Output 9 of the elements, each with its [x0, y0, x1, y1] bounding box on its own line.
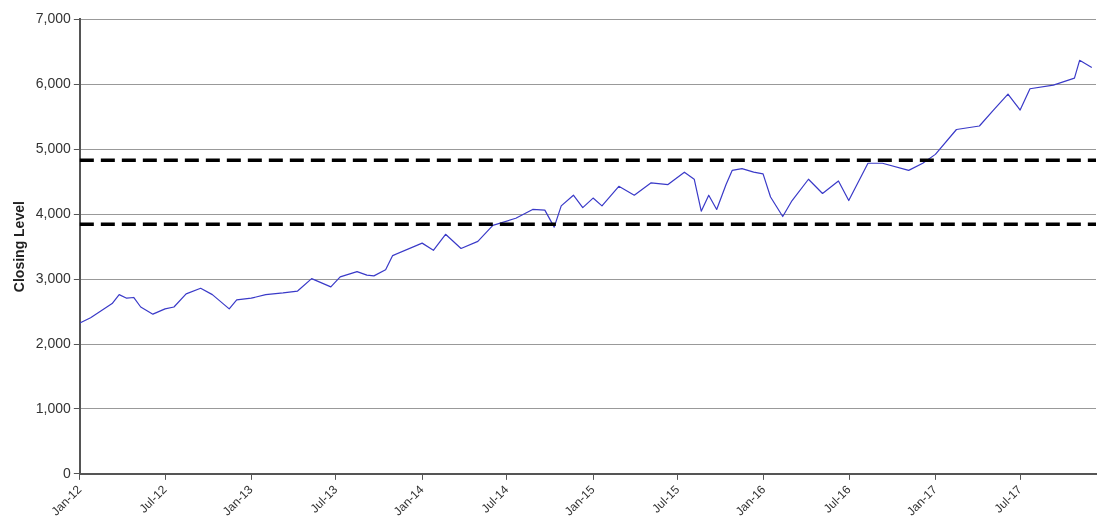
y-axis-title: Closing Level [11, 201, 28, 293]
y-tick-label: 4,000 [35, 205, 72, 222]
y-tick-label: 6,000 [35, 75, 72, 92]
y-tick-label: 7,000 [35, 10, 72, 27]
y-tick-label: 5,000 [35, 140, 72, 157]
y-tick-label: 2,000 [35, 334, 72, 351]
y-tick-label: 1,000 [35, 399, 72, 416]
y-tick-label: 3,000 [35, 269, 72, 286]
y-tick-label: 0 [63, 464, 72, 481]
